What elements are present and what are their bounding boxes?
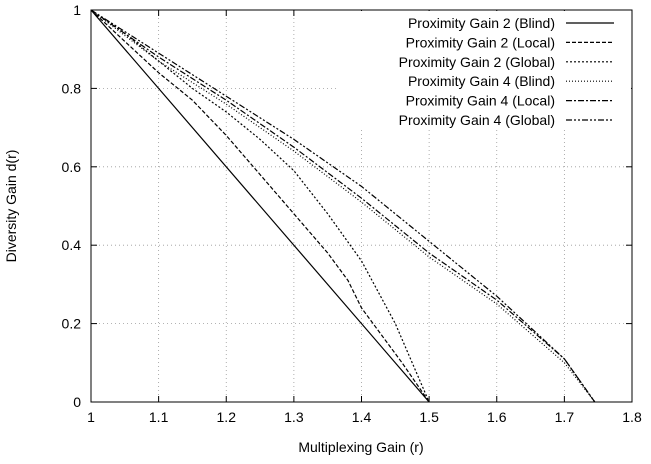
x-axis-label: Multiplexing Gain (r) <box>298 439 423 455</box>
legend-label-1: Proximity Gain 2 (Local) <box>406 34 555 50</box>
y-tick-label: 0.8 <box>62 80 82 96</box>
legend-label-0: Proximity Gain 2 (Blind) <box>408 15 555 31</box>
series-line-0 <box>90 9 430 403</box>
y-tick-label: 1 <box>73 2 81 18</box>
x-tick-label: 1 <box>87 409 95 425</box>
x-tick-label: 1.1 <box>149 409 169 425</box>
series-line-1 <box>90 9 430 403</box>
series-line-3 <box>90 9 596 403</box>
x-tick-label: 1.8 <box>622 409 642 425</box>
legend-box <box>336 11 631 129</box>
legend-label-3: Proximity Gain 4 (Blind) <box>408 73 555 89</box>
x-tick-label: 1.3 <box>284 409 304 425</box>
legend-label-2: Proximity Gain 2 (Global) <box>399 54 555 70</box>
y-tick-label: 0 <box>73 394 81 410</box>
x-tick-label: 1.6 <box>487 409 507 425</box>
x-tick-label: 1.2 <box>217 409 237 425</box>
y-ticks: 0 0.2 0.4 0.6 0.8 1 <box>62 2 632 410</box>
y-tick-label: 0.4 <box>62 237 82 253</box>
legend: Proximity Gain 2 (Blind) Proximity Gain 2… <box>336 11 631 129</box>
y-tick-label: 0.6 <box>62 159 82 175</box>
x-tick-label: 1.4 <box>352 409 372 425</box>
x-tick-label: 1.7 <box>555 409 575 425</box>
legend-label-4: Proximity Gain 4 (Local) <box>406 93 555 109</box>
legend-label-5: Proximity Gain 4 (Global) <box>399 112 555 128</box>
series-line-5 <box>90 9 596 403</box>
series-line-2 <box>90 9 430 403</box>
series-lines <box>90 9 596 403</box>
series-line-4 <box>90 9 596 403</box>
grid <box>91 10 632 402</box>
x-tick-label: 1.5 <box>419 409 439 425</box>
y-axis-label: Diversity Gain d(r) <box>3 150 19 263</box>
y-tick-label: 0.2 <box>62 316 82 332</box>
